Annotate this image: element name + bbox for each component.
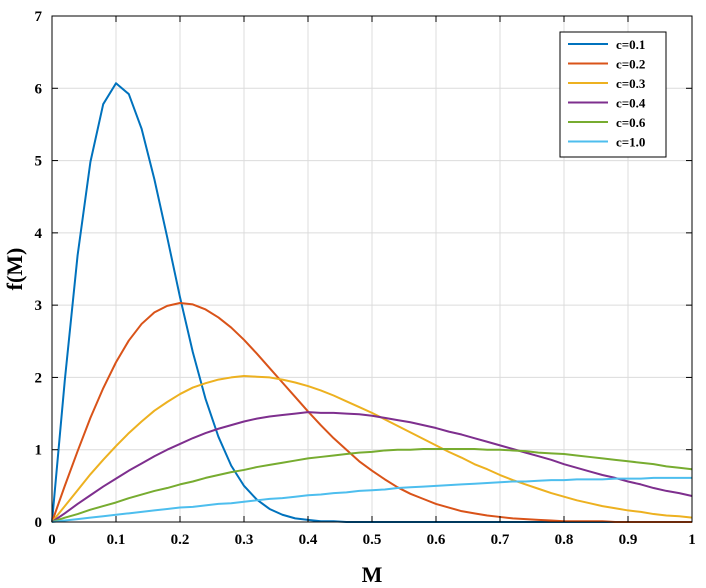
x-tick-label: 0.6: [427, 532, 446, 548]
y-axis-label: f(M): [2, 248, 27, 291]
x-tick-label: 0.4: [299, 532, 318, 548]
y-tick-label: 6: [35, 81, 43, 97]
series-line-3: [51, 411, 693, 523]
ticks: [51, 15, 693, 523]
x-tick-label: 1: [688, 532, 696, 548]
legend-entry: c=0.4: [616, 96, 646, 111]
x-tick-label: 0.5: [363, 532, 382, 548]
x-tick-label: 0.3: [235, 532, 254, 548]
x-axis-label: M: [362, 562, 383, 587]
series-line-5: [51, 476, 692, 523]
y-tick-label: 7: [35, 9, 43, 25]
y-tick-label: 4: [35, 226, 43, 242]
series-line-2: [51, 374, 693, 523]
x-tick-label: 0: [48, 532, 56, 548]
legend-entry: c=0.3: [616, 76, 646, 91]
tick-labels: 0 0.1 0.2 0.3 0.4 0.5 0.6 0.7 0.8 0.9 1 0 1 2 3 4 5 6 7: [35, 9, 696, 548]
y-tick-label: 2: [35, 370, 43, 386]
series-line-1: [51, 301, 692, 523]
x-tick-label: 0.8: [555, 532, 574, 548]
legend: c=0.1 c=0.2 c=0.3 c=0.4 c=0.6 c=1.0: [559, 31, 667, 158]
legend-entry: c=0.1: [616, 37, 645, 52]
y-tick-label: 5: [35, 154, 43, 170]
legend-entry: c=0.2: [616, 57, 645, 72]
x-tick-label: 0.7: [491, 532, 510, 548]
y-tick-label: 3: [35, 298, 43, 314]
x-tick-label: 0.9: [619, 532, 638, 548]
legend-entry: c=0.6: [616, 115, 646, 130]
y-tick-label: 0: [35, 515, 43, 531]
legend-box: [559, 31, 667, 158]
y-tick-label: 1: [35, 443, 43, 459]
legend-entry: c=1.0: [616, 135, 645, 150]
x-tick-label: 0.2: [171, 532, 190, 548]
series-line-4: [51, 447, 693, 523]
x-tick-label: 0.1: [107, 532, 126, 548]
